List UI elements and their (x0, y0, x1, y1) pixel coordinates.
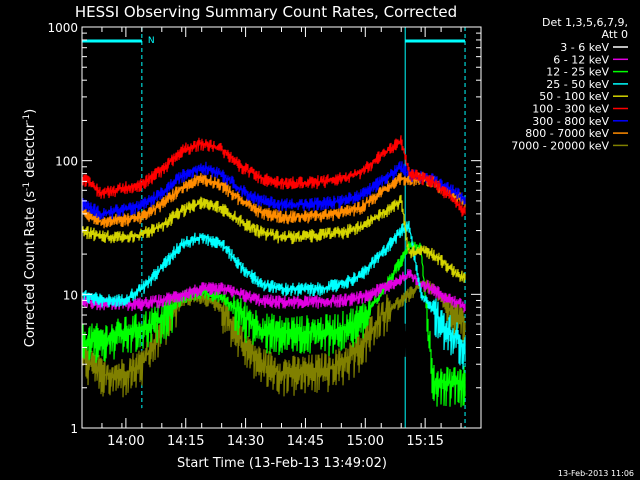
series-line-50-100-kev (82, 194, 466, 283)
legend-title-line1: Det 1,3,5,6,7,9, (542, 16, 628, 29)
x-tick-label: 14:30 (227, 434, 264, 449)
x-tick-label: 15:15 (406, 434, 443, 449)
series-line-800-7000-kev (82, 171, 466, 229)
series-line-3-6-kev (82, 306, 410, 430)
x-axis: 14:00 14:15 14:30 14:45 15:00 15:15 (81, 27, 482, 449)
legend-item-label: 12 - 25 keV (546, 66, 609, 79)
y-axis-label: Corrected Count Rate (s-1 detector-1) (22, 109, 38, 347)
series-line-100-300-kev (82, 135, 466, 217)
plot-area: N (82, 27, 466, 430)
legend-item-label: 3 - 6 keV (560, 41, 609, 54)
y-tick-label: 100 (55, 155, 78, 169)
series-line-6-12-kev (82, 269, 466, 313)
legend-item-label: 100 - 300 keV (532, 103, 609, 116)
chart-title: HESSI Observing Summary Count Rates, Cor… (75, 3, 457, 21)
x-axis-label: Start Time (13-Feb-13 13:49:02) (177, 456, 387, 471)
y-axis: 1 10 100 1000 (47, 21, 481, 436)
x-tick-label: 15:00 (347, 434, 384, 449)
legend-item-label: 300 - 800 keV (532, 115, 609, 128)
segment-flag-label: N (148, 36, 155, 46)
legend-item-label: 50 - 100 keV (539, 90, 609, 103)
footer-date: 13-Feb-2013 11:06 (558, 469, 634, 478)
y-tick-label: 1000 (47, 21, 78, 35)
legend-item-label: 800 - 7000 keV (525, 127, 609, 140)
legend-item-label: 6 - 12 keV (553, 53, 609, 66)
x-tick-label: 14:15 (167, 434, 204, 449)
series-line-25-50-kev (82, 220, 466, 370)
x-tick-label: 14:45 (287, 434, 324, 449)
y-tick-label: 1 (70, 422, 78, 436)
y-tick-label: 10 (63, 288, 78, 302)
legend-item-label: 7000 - 20000 keV (511, 139, 609, 152)
series-line-12-25-kev (82, 241, 466, 408)
series-line-300-800-kev (82, 161, 466, 220)
legend-title-line2: Att 0 (602, 28, 628, 41)
series-line-7000-20000-kev (82, 279, 466, 398)
legend-item-label: 25 - 50 keV (546, 78, 609, 91)
x-tick-label: 14:00 (107, 434, 144, 449)
